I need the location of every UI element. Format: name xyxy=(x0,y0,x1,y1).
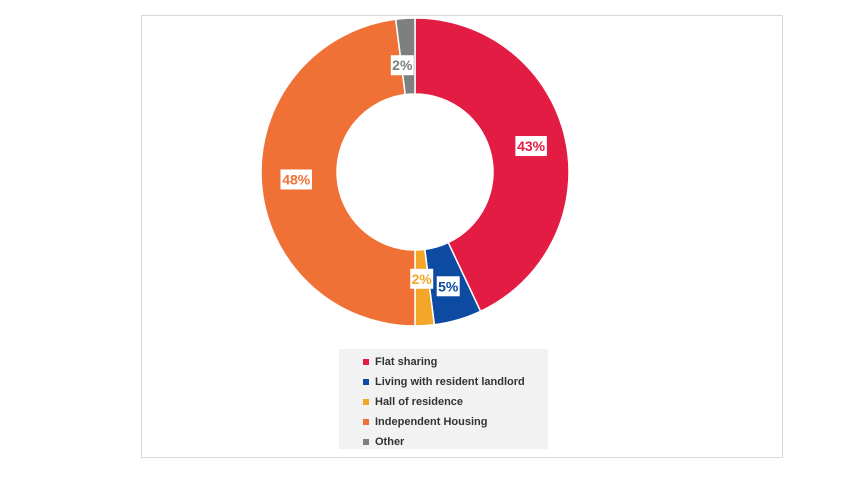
legend-item-living-with-resident-landlord: Living with resident landlord xyxy=(363,372,548,392)
data-label-box xyxy=(515,136,547,157)
data-label-text: 48% xyxy=(282,171,311,187)
legend-item-flat-sharing: Flat sharing xyxy=(363,352,548,372)
chart-legend: Flat sharing Living with resident landlo… xyxy=(339,349,548,449)
legend-label: Hall of residence xyxy=(375,396,464,408)
data-label-text: 5% xyxy=(438,278,459,294)
slice-flat-sharing xyxy=(414,17,570,313)
legend-swatch xyxy=(363,399,369,405)
legend-label: Flat sharing xyxy=(375,356,438,368)
data-label-box xyxy=(390,55,414,76)
data-label-flat-sharing: 43% xyxy=(515,136,547,157)
legend-swatch xyxy=(363,359,369,365)
data-label-text: 2% xyxy=(412,271,433,287)
legend-swatch xyxy=(363,379,369,385)
slice-independent-housing xyxy=(260,18,416,327)
legend-item-hall-of-residence: Hall of residence xyxy=(363,392,548,412)
data-label-box xyxy=(436,276,460,297)
data-label-box xyxy=(280,169,312,190)
data-label-hall-of-residence: 2% xyxy=(410,268,434,289)
legend-item-other: Other xyxy=(363,432,548,452)
data-label-other: 2% xyxy=(390,55,414,76)
legend-label: Other xyxy=(375,436,405,448)
legend-item-independent-housing: Independent Housing xyxy=(363,412,548,432)
donut-data-labels: 43% 5% 2% 48% 2% xyxy=(280,55,547,297)
legend-swatch xyxy=(363,419,369,425)
data-label-text: 43% xyxy=(517,138,546,154)
legend-label: Living with resident landlord xyxy=(375,376,525,388)
legend-swatch xyxy=(363,439,369,445)
data-label-box xyxy=(410,268,434,289)
legend-label: Independent Housing xyxy=(375,416,488,428)
data-label-living-with-resident-landlord: 5% xyxy=(436,276,460,297)
data-label-text: 2% xyxy=(392,57,413,73)
data-label-independent-housing: 48% xyxy=(280,169,312,190)
